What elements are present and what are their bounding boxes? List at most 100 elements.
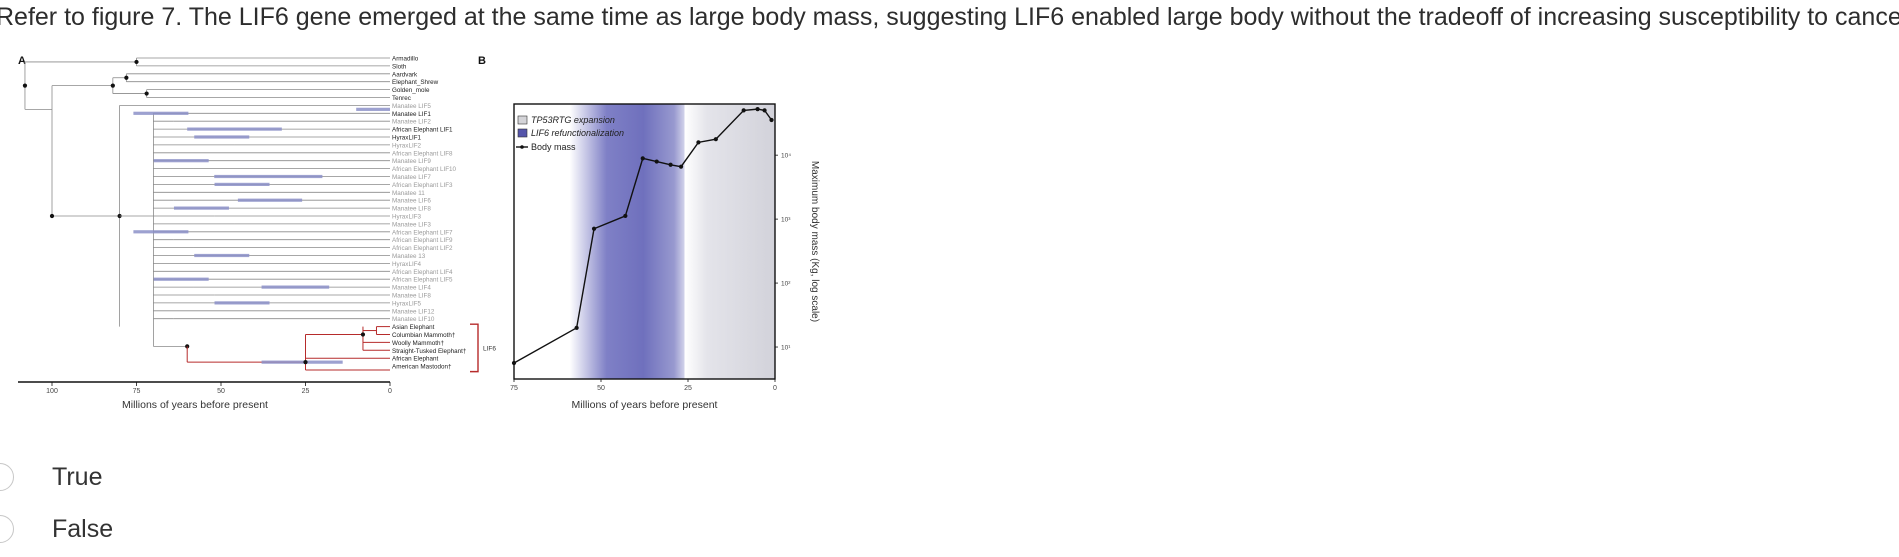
- y-tick-label: 10³: [781, 217, 791, 224]
- y-tick-label: 10⁴: [781, 153, 791, 160]
- taxon-label: Columbian Mammoth†: [392, 332, 456, 339]
- body-mass-point: [654, 159, 659, 164]
- y-tick-label: 10¹: [781, 345, 791, 352]
- taxon-label: African Elephant LIF10: [392, 166, 457, 173]
- age-bar: [356, 107, 390, 111]
- panel-b-label: B: [478, 55, 486, 67]
- taxon-label: African Elephant LIF2: [392, 245, 453, 252]
- tree-node: [360, 332, 366, 337]
- tree-node: [22, 83, 28, 88]
- taxon-label: HyraxLIF2: [392, 142, 422, 149]
- body-mass-point: [678, 164, 684, 169]
- taxon-label: African Elephant LIF9: [392, 237, 453, 244]
- x-axis-label: Millions of years before present: [572, 399, 718, 411]
- body-mass-point: [762, 108, 767, 113]
- x-tick-label: 50: [597, 385, 605, 392]
- age-bar: [214, 174, 323, 179]
- taxon-label: Straight-Tusked Elephant†: [392, 348, 467, 355]
- taxon-label: African Elephant LIF5: [392, 277, 453, 284]
- age-bar: [133, 111, 189, 115]
- x-tick-label: 75: [510, 385, 518, 392]
- taxon-label: Elephant_Shrew: [392, 79, 439, 86]
- age-bar: [214, 182, 270, 186]
- lif6-bracket: [470, 323, 479, 373]
- body-mass-point: [668, 162, 673, 167]
- age-bar: [261, 360, 343, 364]
- y-axis-label: Maximum body mass (Kg, log scale): [809, 161, 820, 322]
- x-tick-label: 25: [684, 385, 692, 392]
- body-mass-point: [769, 117, 774, 123]
- band-tp53rtg-expansion: [684, 104, 775, 379]
- taxon-label: Manatee 13: [392, 253, 426, 260]
- taxon-label: Golden_mole: [392, 87, 430, 94]
- body-mass-point: [755, 107, 760, 112]
- y-tick-label: 10²: [781, 281, 791, 288]
- tree-node: [110, 83, 115, 88]
- taxon-label: Manatee LIF10: [392, 316, 435, 323]
- body-mass-point: [713, 137, 718, 142]
- tree-axis-tick-label: 75: [133, 388, 141, 395]
- legend-label-lif6: LIF6 refunctionalization: [531, 128, 624, 138]
- body-mass-point: [640, 156, 645, 161]
- plot-frame: [513, 103, 776, 380]
- age-bar: [194, 135, 250, 139]
- body-mass-line: [513, 108, 773, 364]
- taxon-label: Manatee LIF5: [392, 103, 431, 110]
- panel-a-tree: A ArmadilloSlothAardvarkElephant_ShrewGol…: [18, 55, 496, 411]
- taxon-label: HyraxLIF4: [392, 261, 422, 268]
- taxon-label: HyraxLIF1: [392, 135, 422, 142]
- taxon-label: Manatee LIF1: [392, 111, 431, 118]
- tree-node: [134, 59, 139, 65]
- taxon-label: HyraxLIF3: [392, 214, 422, 221]
- tree-node: [49, 213, 55, 219]
- option-false[interactable]: False: [0, 512, 113, 546]
- option-true-label: True: [52, 462, 103, 491]
- age-bar: [133, 230, 189, 234]
- x-tick-label: 0: [773, 385, 777, 392]
- option-true[interactable]: True: [0, 460, 102, 494]
- tree-node: [124, 75, 129, 80]
- taxon-label: HyraxLIF5: [392, 300, 422, 307]
- age-bar: [153, 277, 209, 281]
- taxon-label: Asian Elephant: [392, 324, 435, 331]
- tree-axis-tick-label: 0: [388, 388, 392, 395]
- taxon-label: African Elephant LIF8: [392, 150, 453, 157]
- body-mass-point: [574, 325, 579, 330]
- age-bar: [194, 253, 250, 258]
- taxon-label: Manatee LIF8: [392, 206, 431, 213]
- taxon-label: Armadillo: [392, 56, 419, 63]
- figure-svg: A ArmadilloSlothAardvarkElephant_ShrewGol…: [18, 55, 820, 411]
- age-bar: [153, 159, 209, 163]
- figure-7: A Armadillo Sloth Aardvark Elephant_Shrew Gol…: [0, 50, 830, 440]
- tree-node: [144, 91, 149, 96]
- taxon-label: Manatee LIF6: [392, 198, 431, 205]
- radio-true[interactable]: [0, 463, 14, 491]
- body-mass-point: [741, 108, 746, 113]
- legend-marker-body-mass: [520, 145, 524, 149]
- age-bar: [187, 127, 282, 131]
- body-mass-point: [511, 360, 517, 366]
- legend-label-body-mass: Body mass: [531, 142, 576, 152]
- tree-axis-tick-label: 25: [302, 388, 310, 395]
- question-text: Refer to figure 7. The LIF6 gene emerged…: [0, 3, 1899, 31]
- tree-axis-tick-label: 50: [217, 388, 225, 395]
- taxon-label: Manatee LIF4: [392, 285, 431, 292]
- taxon-label: African Elephant LIF1: [392, 127, 453, 134]
- lif6-bracket-label: LIF6: [483, 346, 496, 353]
- band-lif6-refunctionalization: [569, 104, 693, 379]
- taxon-label: African Elephant LIF3: [392, 182, 453, 189]
- taxon-label: African Elephant LIF4: [392, 269, 453, 276]
- tree-axis-tick-label: 100: [46, 388, 58, 395]
- panel-b-chart: B TP53RTG expansion LIF6 refunctionalizati…: [478, 55, 820, 411]
- taxon-label: Manatee 11: [392, 190, 425, 197]
- age-bar: [237, 198, 303, 202]
- radio-false[interactable]: [0, 515, 14, 543]
- taxon-label: Manatee LIF2: [392, 119, 431, 126]
- taxon-label: Manatee LIF12: [392, 308, 435, 315]
- tree-node: [303, 360, 308, 365]
- taxon-label: Sloth: [392, 63, 407, 70]
- taxon-label: Tenrec: [392, 95, 411, 102]
- taxon-label: Woolly Mammoth†: [392, 340, 445, 347]
- taxon-label: African Elephant: [392, 356, 438, 363]
- body-mass-point: [696, 140, 701, 145]
